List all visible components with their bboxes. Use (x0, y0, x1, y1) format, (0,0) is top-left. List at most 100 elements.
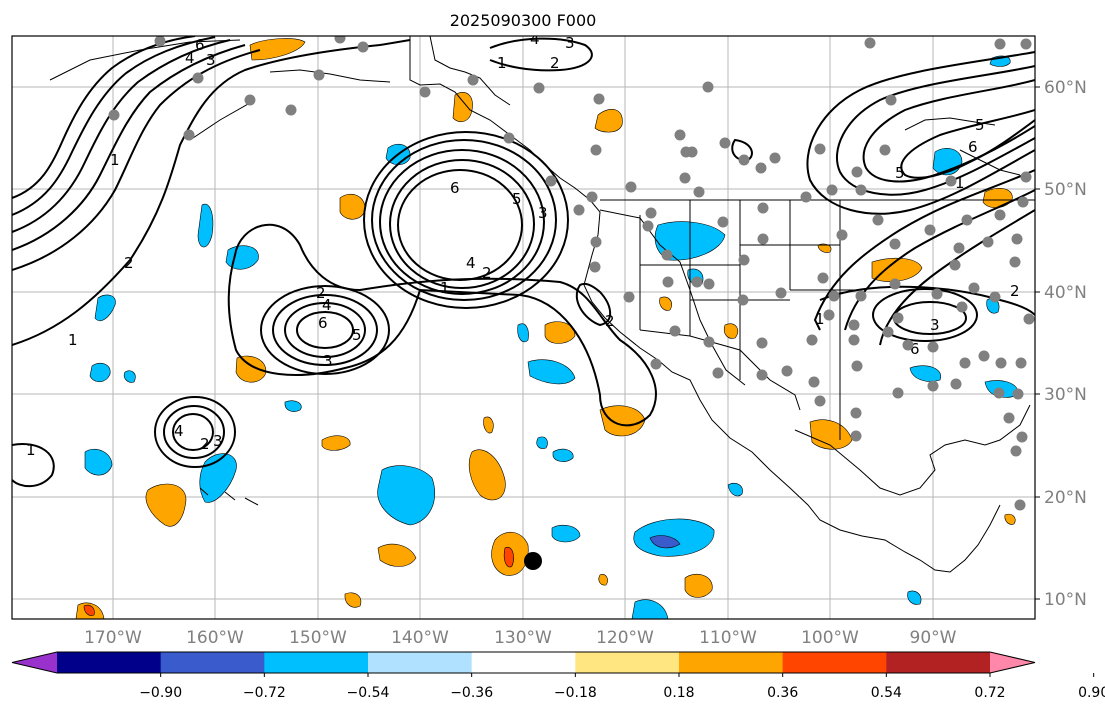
contour-label: 3 (323, 352, 333, 370)
station-dot (989, 291, 1001, 303)
shade-blob (809, 419, 853, 450)
colorbar-tick-label: −0.18 (554, 685, 597, 701)
shade-blob (552, 448, 574, 462)
station-dot (978, 350, 990, 362)
station-dot (703, 336, 715, 348)
station-dot (650, 358, 662, 370)
contour-line (806, 51, 1035, 215)
contour-label: 3 (206, 51, 216, 69)
station-dot (625, 181, 637, 193)
station-dot (882, 326, 894, 338)
contour-line (172, 413, 214, 451)
shade-blob (83, 604, 95, 616)
station-dot (1015, 357, 1027, 369)
colorbar-tick-label: 0.72 (974, 685, 1005, 701)
contour-label: 5 (975, 116, 985, 134)
shade-blob (123, 370, 136, 383)
contour-lines (12, 36, 1035, 488)
colorbar-segment (264, 652, 369, 673)
contour-line (12, 39, 411, 346)
shaded-anomaly-field (75, 38, 1019, 619)
shade-blob (483, 416, 494, 434)
station-dot (738, 254, 750, 266)
shade-blob (536, 436, 548, 449)
contour-line (12, 443, 55, 488)
station-dot (1020, 171, 1032, 183)
contour-label: 1 (497, 54, 507, 72)
station-dot (850, 407, 862, 419)
contour-label: 4 (174, 422, 184, 440)
station-dot (589, 261, 601, 273)
station-dot (927, 341, 939, 353)
contour-label: 6 (968, 138, 978, 156)
latitude-labels: 10°N 20°N 30°N 40°N 50°N 60°N (1035, 78, 1087, 610)
station-dot (836, 229, 848, 241)
colorbar-extend-max (990, 652, 1035, 673)
contour-line (879, 209, 1035, 346)
contour-line (12, 39, 231, 233)
contour-line (813, 169, 1035, 331)
shade-blob (594, 108, 623, 133)
station-dot (244, 94, 256, 106)
station-dot (1020, 38, 1032, 50)
colorbar-tick-label: 0.54 (871, 685, 902, 701)
colorbar-segment (886, 652, 991, 673)
station-dot (642, 220, 654, 232)
contour-line (371, 139, 557, 301)
station-dot (949, 259, 961, 271)
station-dot (781, 365, 793, 377)
station-dot (593, 93, 605, 105)
station-dot (285, 104, 297, 116)
station-dot (892, 312, 904, 324)
contour-label: 1 (26, 441, 36, 459)
station-dot (817, 272, 829, 284)
station-dot (1023, 313, 1035, 325)
colorbar-tick-label: −0.36 (450, 685, 493, 701)
station-dot (108, 109, 120, 121)
tropical-cyclone-marker (524, 552, 542, 570)
station-dot (953, 242, 965, 254)
contour-line (12, 36, 196, 199)
colorbar-segment (575, 652, 680, 673)
map-title: 2025090300 F000 (450, 11, 597, 30)
station-dot (851, 360, 863, 372)
colorbar-extend-min (12, 652, 57, 673)
station-dot (717, 216, 729, 228)
station-dot (590, 144, 602, 156)
station-dot (902, 339, 914, 351)
shade-blob (89, 362, 111, 383)
shade-blob (284, 400, 302, 412)
contour-label: 1 (815, 310, 825, 328)
map-panel: 6 5 3 4 2 1 2 4 6 5 3 1 2 1 4 3 6 4 2 3 (11, 30, 1036, 620)
station-dot (823, 309, 835, 321)
colorbar-segment (471, 652, 576, 673)
contour-label: 1 (110, 151, 120, 169)
station-dot (703, 278, 715, 290)
station-dot (693, 186, 705, 198)
shade-blob (527, 359, 576, 385)
station-dot (334, 36, 346, 44)
station-dot (855, 184, 867, 196)
station-dot (1009, 256, 1021, 268)
lat-label-10n: 10°N (1044, 590, 1087, 610)
station-dot (623, 291, 635, 303)
contour-line (154, 396, 236, 468)
colorbar-segment (782, 652, 887, 673)
station-dot (1016, 431, 1028, 443)
contour-line (12, 44, 246, 251)
contour-label: 2 (316, 284, 326, 302)
colorbar-segment (160, 652, 265, 673)
station-dot (756, 369, 768, 381)
alaska-aleutians (49, 39, 391, 141)
station-dot (357, 41, 369, 53)
contour-label: 5 (352, 326, 362, 344)
contour-label: 4 (530, 30, 540, 48)
colorbar-outline (11, 651, 1036, 674)
shade-blob (503, 546, 514, 568)
contour-label: 5 (895, 164, 905, 182)
us-mexico-border (639, 329, 801, 411)
lon-label-110w: 110°W (699, 628, 757, 648)
station-dot (757, 202, 769, 214)
station-dot (154, 36, 166, 47)
contour-label: 2 (482, 264, 492, 282)
